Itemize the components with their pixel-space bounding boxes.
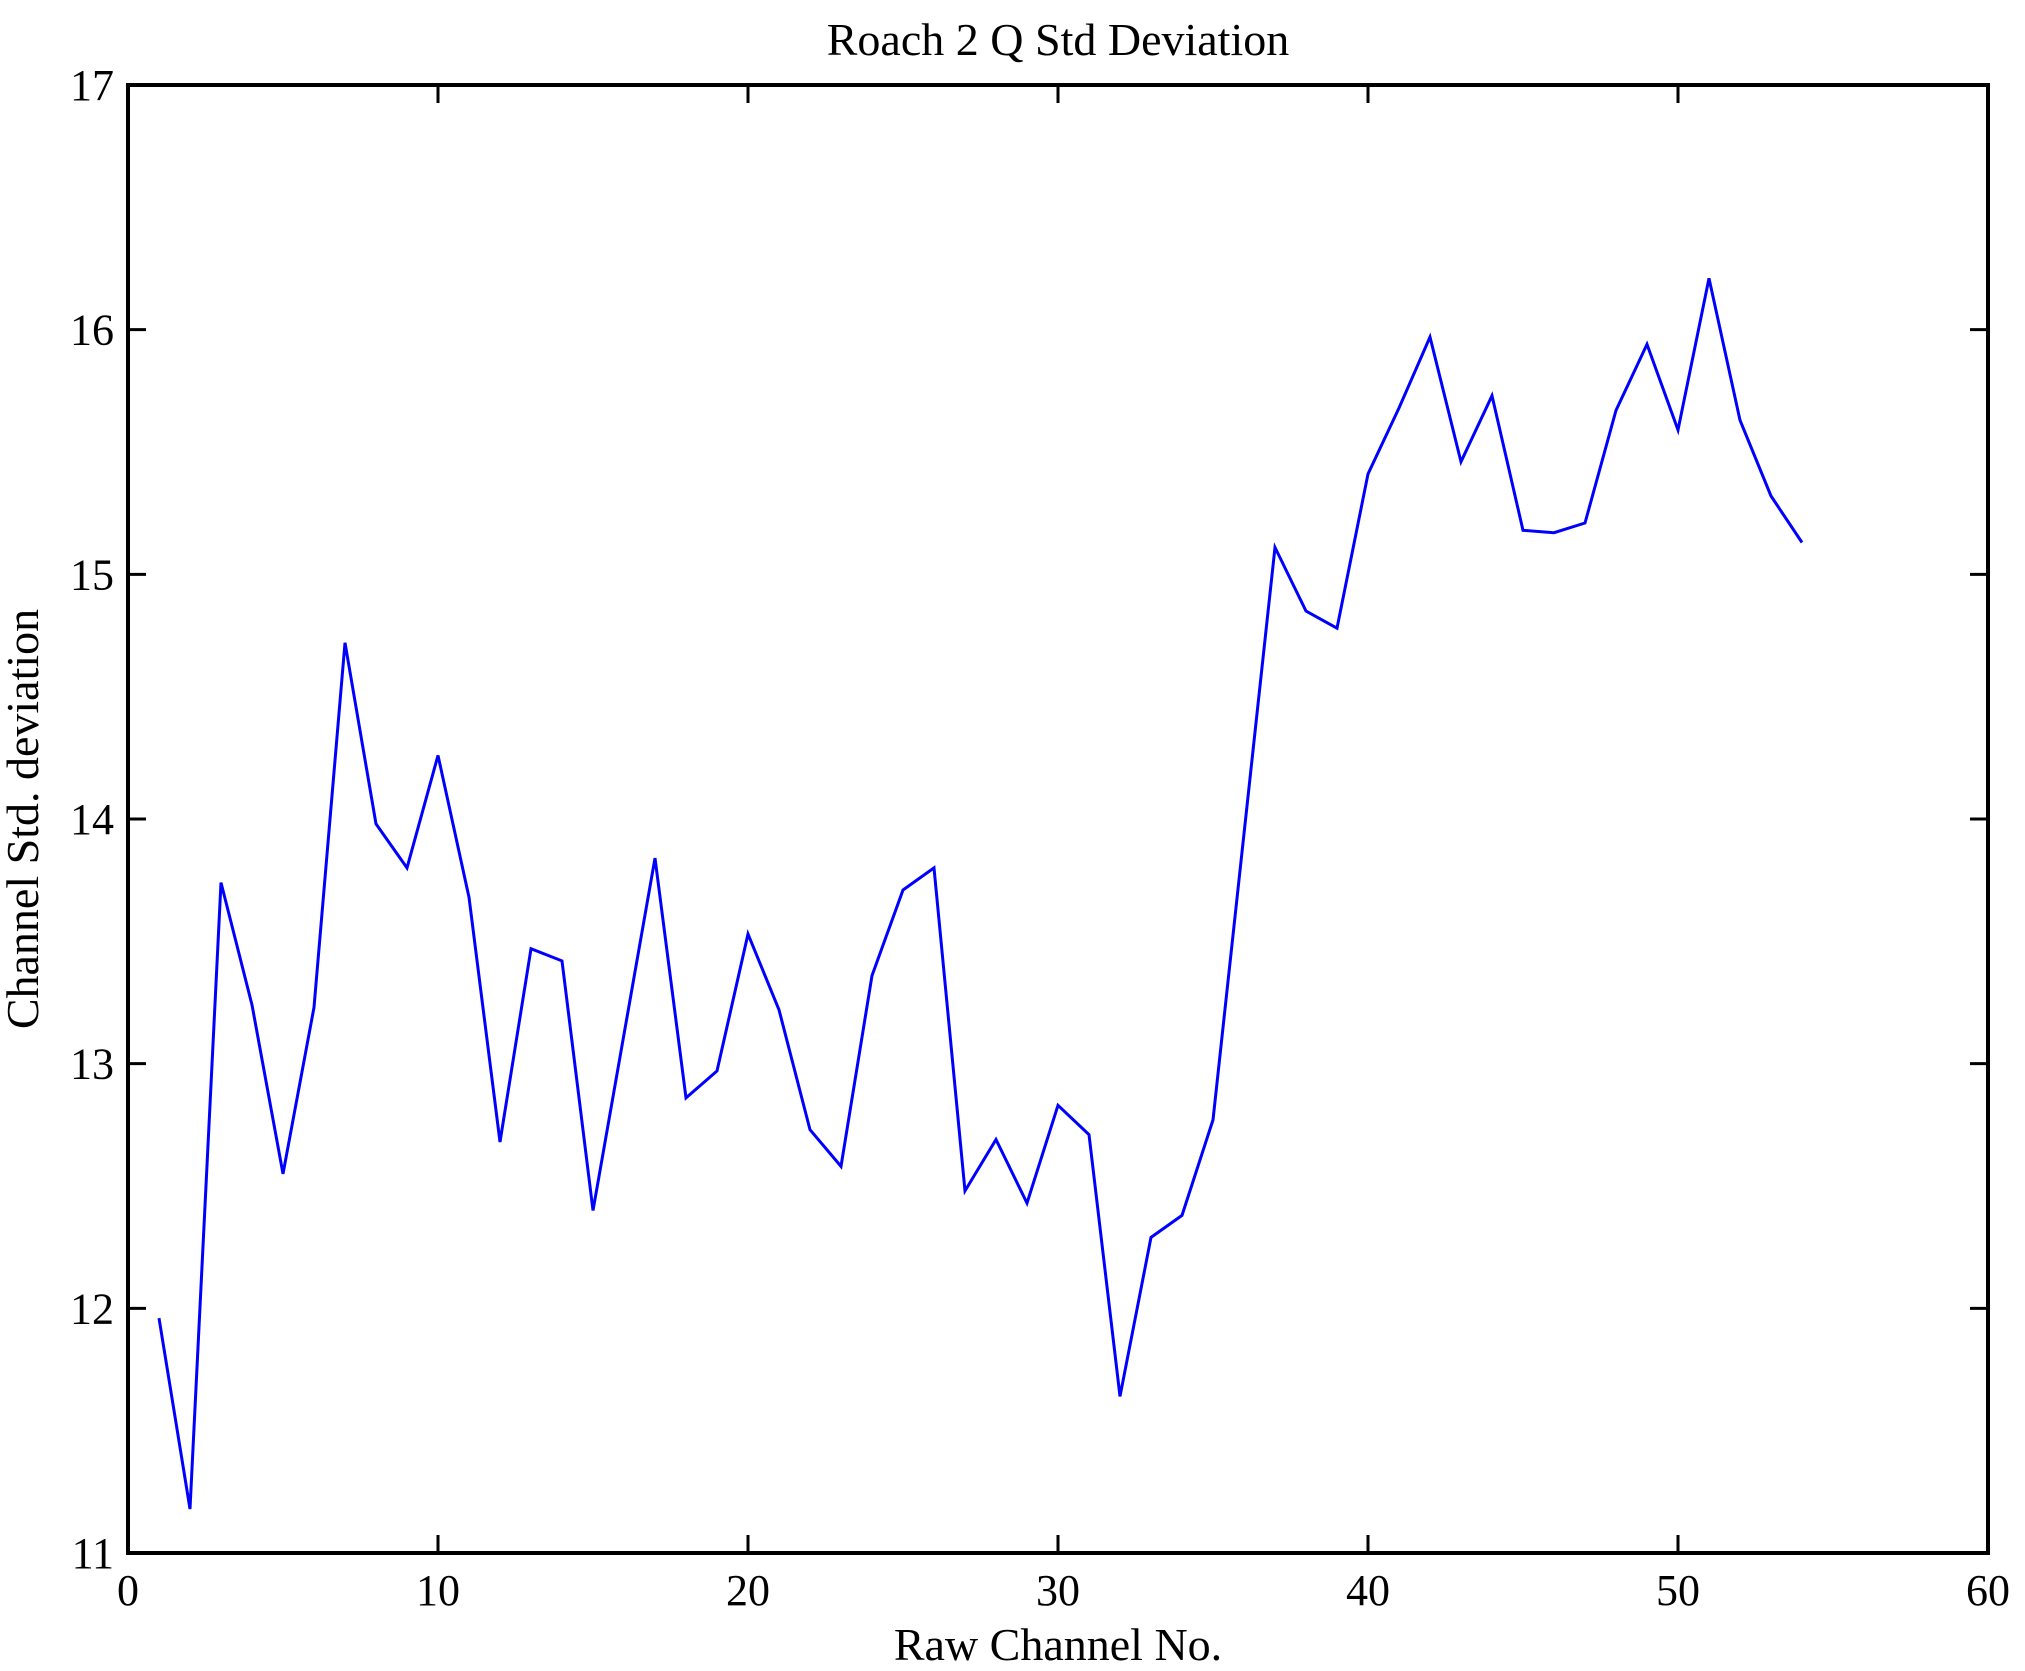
- chart-title: Roach 2 Q Std Deviation: [827, 14, 1290, 65]
- x-tick-label: 60: [1966, 1566, 2010, 1615]
- x-tick-label: 30: [1036, 1566, 1080, 1615]
- y-tick-label: 14: [70, 795, 114, 844]
- y-axis-label: Channel Std. deviation: [0, 609, 48, 1029]
- x-tick-label: 40: [1346, 1566, 1390, 1615]
- x-tick-label: 20: [726, 1566, 770, 1615]
- axes-box: 0 10 20 30 40 50 60 11 12 13 14 15 16 17: [70, 61, 2010, 1615]
- y-tick-label: 13: [70, 1040, 114, 1089]
- x-tick-label: 0: [117, 1566, 139, 1615]
- y-tick-label: 16: [70, 306, 114, 355]
- plot-border: [126, 83, 1990, 1555]
- data-series: [157, 277, 1804, 1510]
- data-line: [157, 277, 1804, 1510]
- y-tick-label: 11: [72, 1529, 114, 1578]
- x-tick-label: 50: [1656, 1566, 1700, 1615]
- y-tick-label: 15: [70, 550, 114, 599]
- x-axis-label: Raw Channel No.: [894, 1619, 1222, 1670]
- x-tick-label: 10: [416, 1566, 460, 1615]
- y-tick-label: 17: [70, 61, 114, 110]
- y-tick-label: 12: [70, 1284, 114, 1333]
